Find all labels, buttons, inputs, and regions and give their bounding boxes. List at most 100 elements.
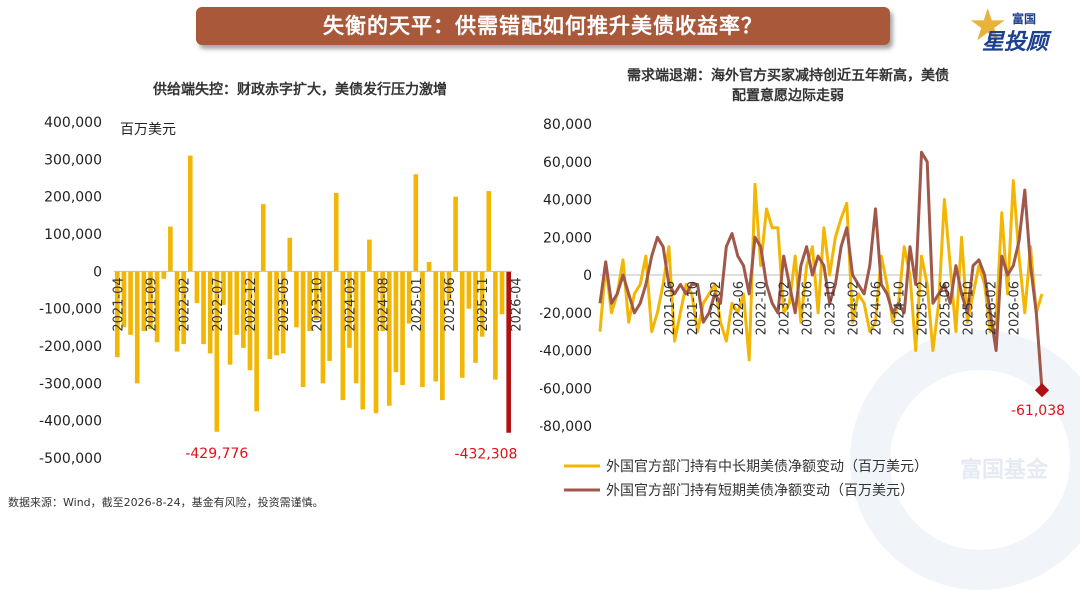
bar [413, 174, 419, 272]
bar [274, 271, 279, 356]
x-tick-label: 2025-11 [476, 277, 491, 331]
chart-title: 供给端失控：财政赤字扩大，美债发行压力激增 [152, 81, 447, 98]
bar [221, 271, 226, 305]
y-tick-label: -60,000 [540, 381, 592, 397]
x-tick-label: 2021-04 [111, 277, 126, 331]
x-tick-label: 2023-06 [801, 281, 816, 335]
x-tick-label: 2026-02 [984, 281, 999, 335]
bar [440, 271, 445, 401]
y-tick-label: 0 [93, 264, 102, 280]
y-tick-label: 40,000 [543, 193, 592, 209]
brand-logo: ★ 富国 星投顾 [968, 4, 1076, 58]
chart-title-line: 需求端退潮：海外官方买家减持创近五年新高，美债 [627, 67, 949, 84]
y-tick-label: -200,000 [39, 339, 102, 355]
bar [121, 271, 127, 328]
bar [367, 239, 372, 272]
bar [380, 271, 385, 332]
x-tick-label: 2026-04 [509, 277, 524, 331]
bar [254, 271, 259, 412]
bar [433, 271, 439, 382]
bar [466, 271, 472, 309]
y-tick-label: -400,000 [39, 414, 102, 430]
star-icon: ★ [968, 0, 1008, 51]
bar [406, 271, 412, 324]
x-tick-label: 2024-06 [870, 281, 885, 335]
x-tick-label: 2025-06 [443, 277, 458, 331]
bar [207, 271, 213, 354]
x-tick-label: 2022-10 [755, 281, 770, 335]
x-tick-label: 2025-01 [410, 277, 425, 331]
bar [174, 271, 180, 352]
bar [486, 191, 492, 272]
data-label: -432,308 [455, 447, 518, 463]
bar [426, 262, 432, 272]
bar [247, 271, 253, 371]
y-tick-label: 0 [583, 268, 592, 284]
x-tick-label: 2021-09 [144, 277, 159, 331]
bar [479, 271, 485, 337]
logo-main-text: 星投顾 [982, 30, 1049, 55]
bar [453, 196, 458, 272]
x-tick-label: 2024-03 [343, 277, 358, 331]
bar [260, 204, 266, 272]
bar [400, 271, 405, 386]
bar [307, 271, 312, 332]
bar [506, 271, 511, 433]
bar [194, 271, 200, 304]
bar [141, 271, 147, 332]
x-tick-label: 2022-06 [732, 281, 747, 335]
bar [214, 271, 220, 432]
bar [333, 192, 339, 272]
y-tick-label: 100,000 [44, 227, 102, 243]
bar [148, 271, 153, 330]
x-tick-label: 2025-02 [915, 281, 930, 335]
y-tick-label: 60,000 [543, 155, 592, 171]
x-tick-label: 2026-06 [1007, 281, 1022, 335]
x-tick-label: 2025-10 [961, 281, 976, 335]
bar [287, 237, 293, 272]
data-label: -429,776 [185, 446, 248, 462]
bar [241, 271, 246, 348]
x-tick-label: 2022-07 [211, 277, 226, 331]
x-tick-label: 2022-02 [178, 277, 193, 331]
bar [314, 271, 319, 320]
bar [187, 155, 193, 272]
bar [446, 271, 452, 302]
bar [360, 271, 366, 410]
y-tick-label: -20,000 [540, 306, 592, 322]
bar [154, 271, 160, 343]
bar [386, 271, 392, 406]
bar [459, 271, 465, 378]
y-tick-label: -40,000 [540, 344, 592, 360]
bar [300, 271, 306, 388]
bar [420, 271, 425, 388]
bar [201, 271, 206, 345]
y-tick-label: -300,000 [39, 376, 102, 392]
bar [234, 271, 240, 335]
series-line-1 [598, 179, 1044, 362]
bar [267, 271, 273, 360]
y-tick-label: 20,000 [543, 230, 592, 246]
bar [353, 271, 359, 384]
bar [115, 271, 120, 358]
x-tick-label: 2023-02 [778, 281, 793, 335]
x-tick-label: 2021-06 [663, 281, 678, 335]
x-tick-label: 2025-06 [938, 281, 953, 335]
y-tick-label: 200,000 [44, 190, 102, 206]
x-tick-label: 2022-02 [709, 281, 724, 335]
bar [161, 271, 167, 279]
logo-top-text: 富国 [1012, 12, 1037, 26]
legend-label: 外国官方部门持有短期美债净额变动（百万美元） [606, 483, 914, 499]
y-tick-label: -500,000 [39, 451, 102, 467]
x-tick-label: 2024-10 [892, 281, 907, 335]
bar [493, 271, 498, 380]
unit-label: 百万美元 [120, 122, 176, 138]
legend-label: 外国官方部门持有中长期美债净额变动（百万美元） [606, 459, 928, 475]
x-tick-label: 2021-10 [686, 281, 701, 335]
bar [340, 271, 346, 401]
y-tick-label: 80,000 [543, 117, 592, 133]
bar [181, 271, 186, 345]
x-tick-label: 2023-05 [277, 277, 292, 331]
y-tick-label: -100,000 [39, 302, 102, 318]
